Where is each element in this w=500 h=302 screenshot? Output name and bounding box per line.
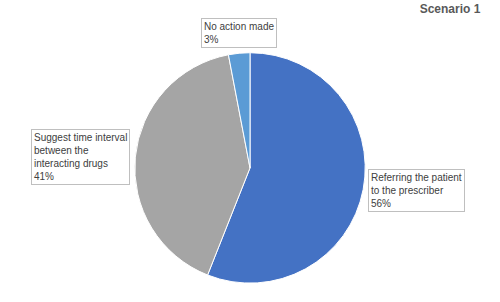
svg-text:Suggest time intervalbetween t: Suggest time intervalbetween theinteract… xyxy=(34,132,127,182)
svg-text:Referring the patientto the pr: Referring the patientto the prescriber56… xyxy=(371,172,462,209)
svg-text:No action made3%: No action made3% xyxy=(204,21,274,45)
svg-text:Scenario 1: Scenario 1 xyxy=(420,2,481,16)
